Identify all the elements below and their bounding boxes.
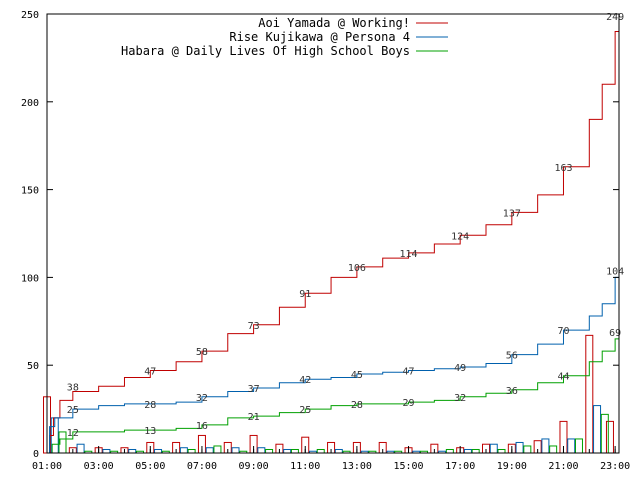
data-label-series-1-5: 45 [351, 370, 363, 381]
bar-series-2-8 [265, 448, 274, 454]
bar-series-2-17 [497, 448, 506, 454]
legend-label-0: Aoi Yamada @ Working! [258, 16, 410, 30]
legend-label-2: Habara @ Daily Lives Of High School Boys [121, 44, 410, 58]
data-label-series-1-4: 42 [299, 375, 311, 386]
data-label-series-1-6: 47 [403, 366, 415, 377]
data-label-series-1-7: 49 [454, 363, 466, 374]
data-label-series-2-10: 69 [609, 328, 621, 339]
y-tick-label-1: 50 [27, 361, 39, 372]
data-label-series-0-1: 47 [144, 366, 156, 377]
data-label-series-2-3: 21 [248, 412, 260, 423]
bar-series-2-21 [600, 413, 609, 454]
x-tick-label-10: 21:00 [548, 461, 578, 472]
data-label-series-0-5: 106 [348, 263, 366, 274]
bar-series-1-17 [489, 443, 498, 454]
bar-series-2-10 [316, 448, 325, 454]
data-label-series-0-2: 58 [196, 347, 208, 358]
data-label-series-1-9: 70 [557, 326, 569, 337]
bar-series-2-19 [549, 445, 558, 454]
legend: Aoi Yamada @ Working!Rise Kujikawa @ Per… [121, 16, 448, 58]
bar-series-1-16 [463, 448, 472, 454]
axes: 0 50 100 150 200 250 01:00 03:00 05:00 07:00 09:00… [21, 10, 630, 472]
bar-series-1-19 [541, 438, 550, 454]
data-label-series-1-10: 104 [606, 266, 624, 277]
bar-series-2-9 [290, 448, 299, 454]
bar-series-1-3 [128, 448, 137, 454]
bar-series-2-20 [574, 438, 583, 454]
plot-frame [46, 13, 620, 454]
bar-series-1-20 [567, 438, 576, 454]
data-label-series-0-4: 91 [299, 289, 311, 300]
bar-series-1-5 [179, 447, 188, 454]
bar-series-2-5 [187, 448, 196, 454]
data-label-series-2-0: 12 [67, 428, 79, 439]
bar-series-0-21 [585, 334, 594, 454]
data-label-series-1-0: 25 [67, 405, 79, 416]
x-tick-label-8: 17:00 [445, 461, 475, 472]
x-tick-label-4: 09:00 [239, 461, 269, 472]
data-label-series-0-3: 73 [248, 321, 260, 332]
series-line-0 [47, 15, 620, 454]
bar-series-1-8 [257, 447, 266, 454]
bar-series-1-9 [283, 448, 292, 454]
bar-series-1-21 [593, 405, 602, 454]
bar-series-2-15 [445, 448, 454, 454]
x-tick-label-2: 05:00 [135, 461, 165, 472]
data-label-series-0-0: 38 [67, 382, 79, 393]
data-label-series-2-6: 29 [403, 398, 415, 409]
data-label-series-0-10: 249 [606, 12, 624, 23]
y-tick-label-4: 200 [21, 98, 39, 109]
data-label-series-2-9: 44 [557, 372, 569, 383]
x-tick-label-11: 23:00 [600, 461, 630, 472]
bar-series-1-4 [154, 448, 163, 454]
data-label-series-0-6: 114 [400, 249, 418, 260]
x-tick-label-5: 11:00 [290, 461, 320, 472]
data-label-series-0-7: 124 [451, 231, 469, 242]
y-tick-label-5: 250 [21, 10, 39, 21]
data-label-series-0-8: 137 [503, 208, 521, 219]
bar-series-2-16 [471, 448, 480, 454]
bar-series-1-18 [515, 441, 524, 454]
bar-series-2-6 [213, 445, 222, 454]
x-tick-label-6: 13:00 [342, 461, 372, 472]
series-line-1 [47, 270, 620, 454]
data-label-series-2-2: 16 [196, 421, 208, 432]
legend-label-1: Rise Kujikawa @ Persona 4 [229, 30, 410, 44]
bar-series-1-6 [205, 447, 214, 454]
data-label-series-1-1: 28 [144, 400, 156, 411]
data-label-series-2-4: 25 [299, 405, 311, 416]
bar-series-1-11 [334, 448, 343, 454]
x-tick-label-0: 01:00 [32, 461, 62, 472]
y-tick-label-3: 150 [21, 186, 39, 197]
y-tick-label-0: 0 [33, 449, 39, 460]
series-line-2 [47, 331, 620, 454]
data-label-series-1-2: 32 [196, 393, 208, 404]
x-tick-label-3: 07:00 [187, 461, 217, 472]
bar-series-0-22 [605, 420, 614, 454]
data-label-series-1-8: 56 [506, 351, 518, 362]
bar-series-1-1 [76, 443, 85, 454]
data-label-series-2-8: 36 [506, 386, 518, 397]
x-tick-label-7: 15:00 [393, 461, 423, 472]
data-label-series-2-5: 28 [351, 400, 363, 411]
bar-series-1-2 [102, 448, 111, 454]
data-label-series-2-7: 32 [454, 393, 466, 404]
x-tick-label-9: 19:00 [497, 461, 527, 472]
data-label-series-2-1: 13 [144, 426, 156, 437]
bar-series-1-7 [231, 447, 240, 454]
data-label-series-1-3: 37 [248, 384, 260, 395]
x-tick-label-1: 03:00 [84, 461, 114, 472]
bar-series-2-18 [523, 445, 532, 454]
data-label-series-0-9: 163 [554, 163, 572, 174]
y-tick-label-2: 100 [21, 273, 39, 284]
